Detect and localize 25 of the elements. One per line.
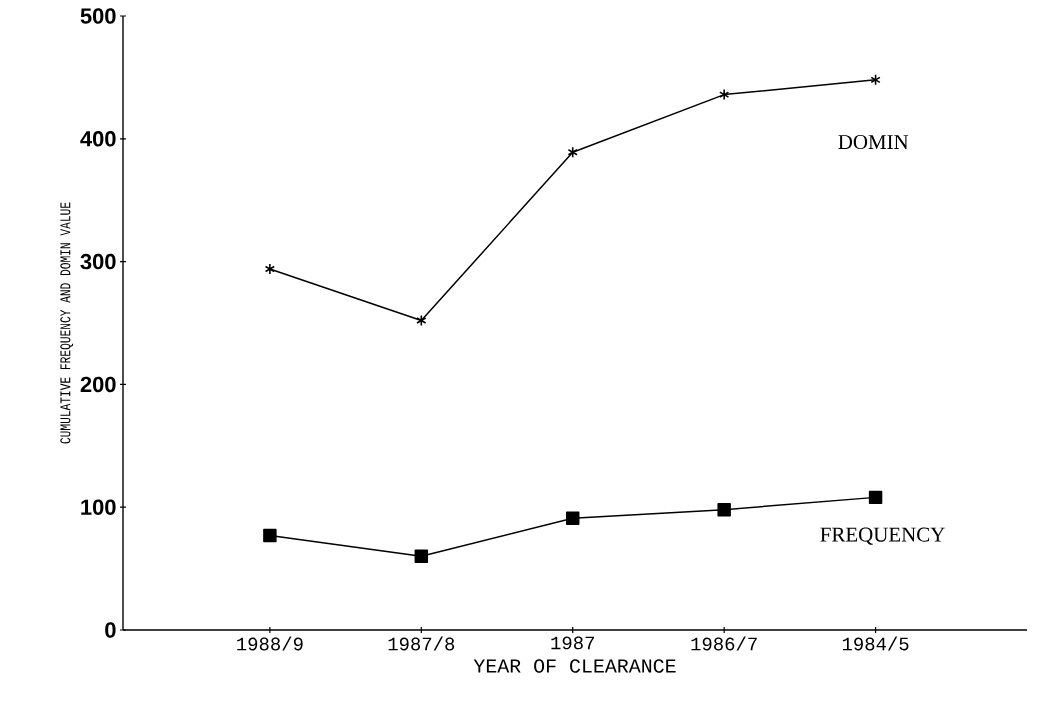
y-tick-label: 200 [80,376,116,393]
point [870,74,881,86]
point [416,314,427,327]
point [717,502,731,517]
y-tick-label: 400 [80,131,116,147]
point [719,88,730,101]
x-tick-label: 1987 [551,636,594,650]
point [264,263,275,275]
y-tick-label: 300 [80,253,116,270]
text: DOMIN [838,135,909,150]
x-tick-label: 1984/5 [842,636,909,651]
y-tick-label: 0 [105,622,116,638]
y-tick-label: 500 [80,8,116,24]
x-axis-title: YEAR OF CLEARANCE [473,659,676,673]
y-tick-label: 100 [81,499,116,515]
x-tick-label: 1986/7 [691,636,757,651]
point [567,146,578,159]
point [263,528,277,543]
point [414,549,429,564]
x-tick-label: 1987/8 [388,636,455,651]
series-label: FREQUENCY [820,527,945,545]
y-axis-title: CUMULATIVE FREQUENCY AND DOMIN VALUE [60,202,74,444]
x-tick-label: 1988/9 [237,636,303,651]
point [566,511,580,525]
point [868,490,883,505]
